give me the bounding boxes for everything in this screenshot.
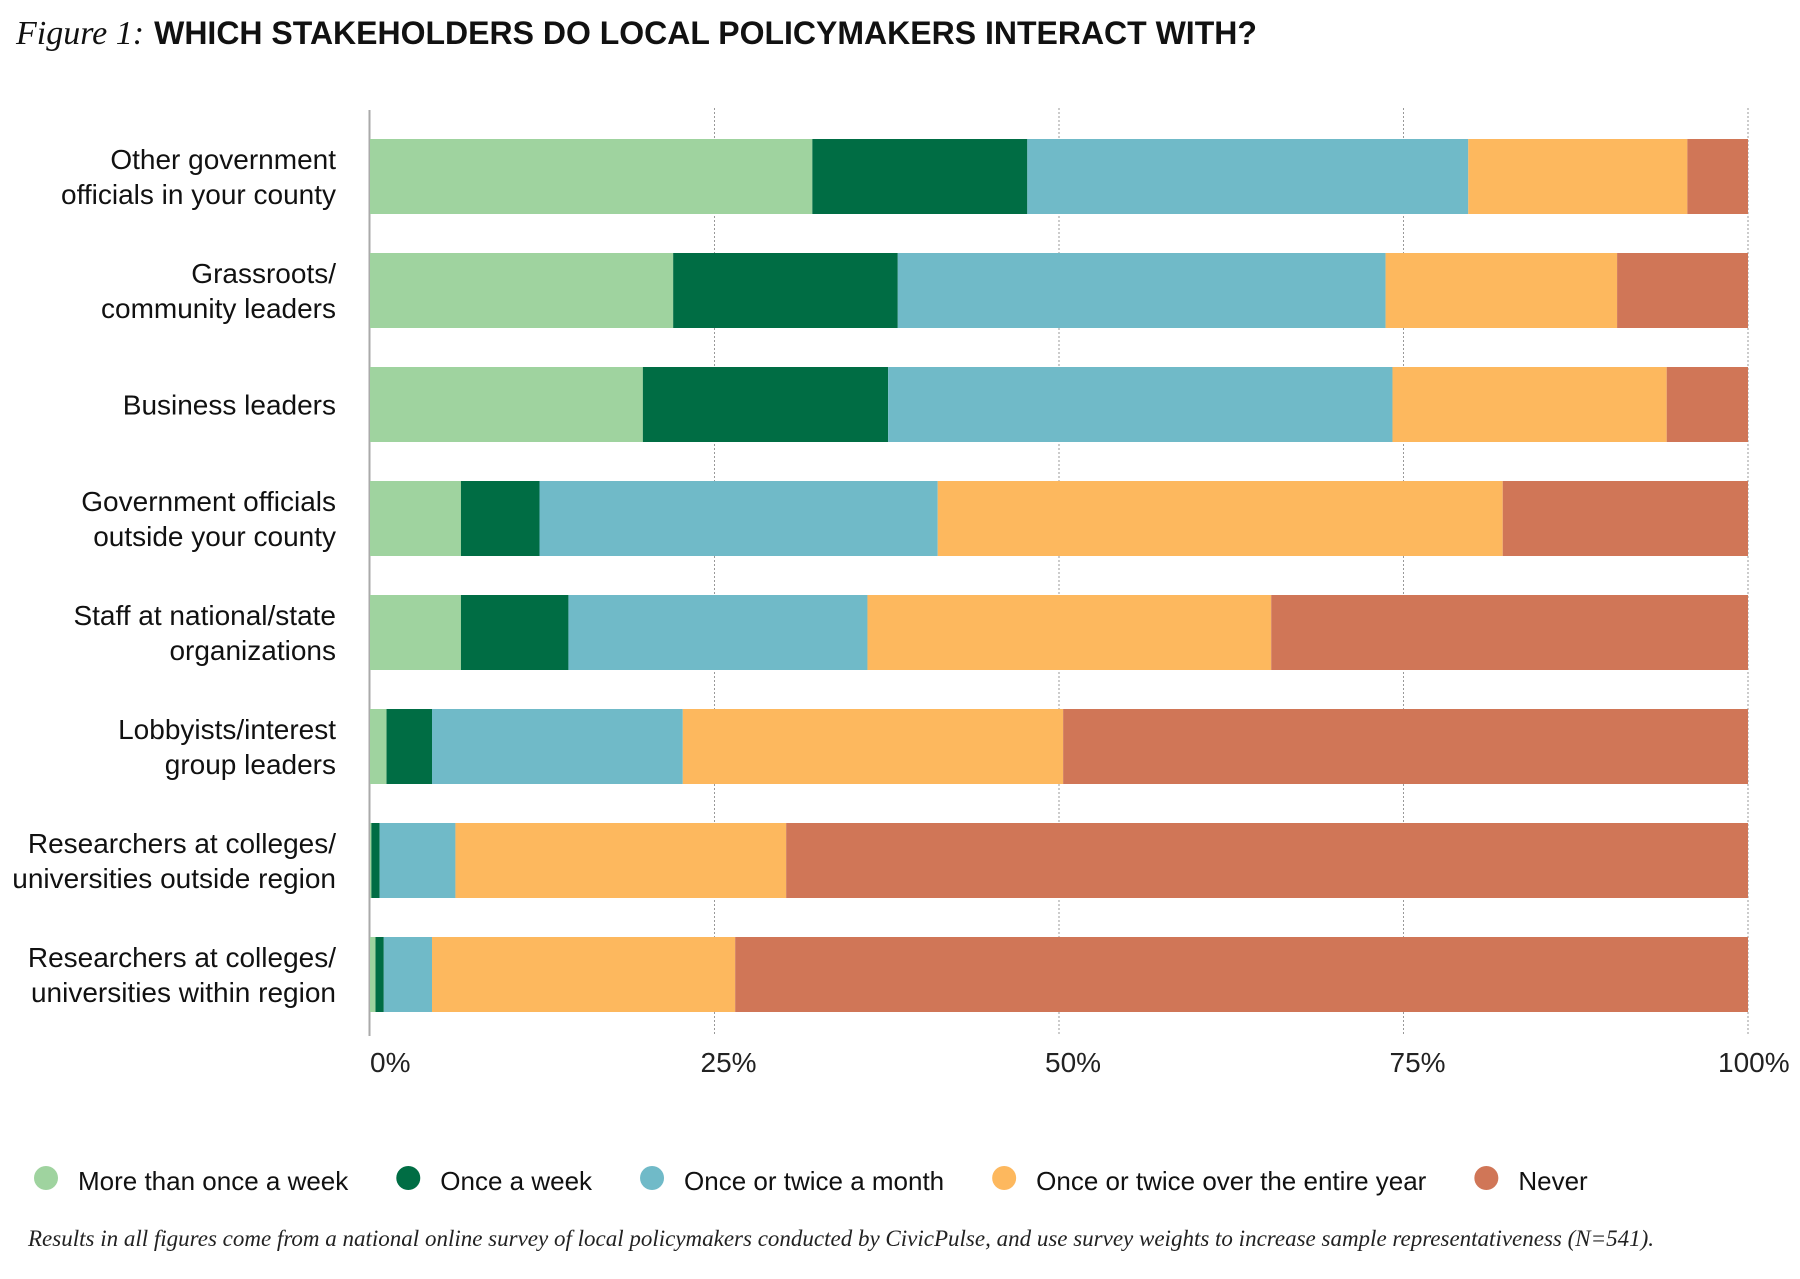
legend-item: Once a week (396, 1166, 593, 1196)
bar-segment (812, 139, 1028, 214)
bar-segment (888, 367, 1393, 442)
bar-row (370, 253, 1748, 328)
category-label: Grassroots/ (191, 258, 336, 289)
legend-swatch-icon (34, 1166, 58, 1190)
bar-segment (1468, 139, 1688, 214)
legend-label: Never (1518, 1166, 1588, 1196)
x-tick-label: 75% (1390, 1047, 1446, 1078)
legend-swatch-icon (396, 1166, 421, 1190)
bar-segment (735, 937, 1748, 1012)
bar-segment (568, 595, 868, 670)
bar-segment (682, 709, 1064, 784)
legend-item: Once or twice a month (640, 1166, 944, 1196)
x-tick-label: 25% (701, 1047, 757, 1078)
bar-segment (383, 937, 433, 1012)
bar-segment (370, 481, 461, 556)
bar-segment (1271, 595, 1748, 670)
chart-title-group: Figure 1: WHICH STAKEHOLDERS DO LOCAL PO… (15, 15, 1257, 52)
bar-segment (1392, 367, 1667, 442)
category-label: Other government (110, 144, 336, 175)
x-tick-label: 50% (1045, 1047, 1101, 1078)
legend-label: Once or twice a month (684, 1166, 944, 1196)
bar-segment (1502, 481, 1748, 556)
bar-segment (370, 139, 813, 214)
legend: More than once a week Once a week Once or … (34, 1166, 1588, 1196)
bar-segment (379, 823, 456, 898)
bar-row (370, 481, 1748, 556)
bar-segment (539, 481, 938, 556)
legend-swatch-icon (640, 1166, 665, 1190)
footnote: Results in all figures come from a natio… (27, 1226, 1654, 1251)
category-label: universities within region (31, 977, 336, 1008)
category-label: Business leaders (123, 390, 336, 421)
bar-segment (642, 367, 889, 442)
category-label: officials in your county (61, 179, 336, 210)
bars (370, 139, 1748, 1012)
legend-swatch-icon (1474, 1166, 1499, 1190)
bar-segment (370, 367, 643, 442)
legend-label: Once or twice over the entire year (1036, 1166, 1427, 1196)
bar-segment (786, 823, 1748, 898)
category-label: community leaders (101, 293, 336, 324)
category-label: Government officials (81, 486, 336, 517)
legend-item: Never (1474, 1166, 1588, 1196)
bar-row (370, 823, 1748, 898)
bar-row (370, 937, 1748, 1012)
bar-segment (370, 937, 376, 1012)
bar-segment (370, 823, 372, 898)
bar-segment (370, 709, 387, 784)
bar-segment (370, 253, 674, 328)
bar-segment (1385, 253, 1618, 328)
bar-segment (460, 481, 540, 556)
bar-row (370, 709, 1748, 784)
x-tick-label: 100% (1718, 1047, 1790, 1078)
bar-row (370, 139, 1748, 214)
legend-label: Once a week (440, 1166, 593, 1196)
legend-item: Once or twice over the entire year (992, 1166, 1427, 1196)
bar-segment (897, 253, 1386, 328)
bar-segment (1027, 139, 1469, 214)
category-label: Staff at national/state (73, 600, 336, 631)
legend-swatch-icon (992, 1166, 1017, 1190)
bar-segment (1687, 139, 1748, 214)
bar-segment (375, 937, 384, 1012)
bar-segment (386, 709, 433, 784)
category-label: Lobbyists/interest (118, 714, 336, 745)
legend-label: More than once a week (78, 1166, 349, 1196)
bar-segment (1617, 253, 1748, 328)
bar-segment (370, 595, 461, 670)
category-label: outside your county (93, 521, 336, 552)
bar-segment (1666, 367, 1748, 442)
bar-segment (867, 595, 1272, 670)
figure-label: Figure 1: (15, 15, 144, 52)
category-label: universities outside region (12, 863, 336, 894)
category-label: Researchers at colleges/ (28, 942, 336, 973)
bar-segment (673, 253, 898, 328)
category-label: Researchers at colleges/ (28, 828, 336, 859)
bar-segment (1063, 709, 1748, 784)
bar-segment (432, 937, 736, 1012)
bar-segment (432, 709, 683, 784)
category-label: organizations (169, 635, 336, 666)
bar-row (370, 367, 1748, 442)
bar-segment (937, 481, 1503, 556)
bar-segment (460, 595, 569, 670)
bar-segment (371, 823, 380, 898)
legend-item: More than once a week (34, 1166, 349, 1196)
chart-title: WHICH STAKEHOLDERS DO LOCAL POLICYMAKERS… (154, 15, 1257, 51)
category-label: group leaders (165, 749, 336, 780)
bar-row (370, 595, 1748, 670)
bar-segment (455, 823, 787, 898)
category-labels: Other government officials in your county… (12, 144, 336, 1008)
x-tick-label: 0% (370, 1047, 410, 1078)
x-tick-labels: 0% 25% 50% 75% 100% (370, 1047, 1790, 1078)
